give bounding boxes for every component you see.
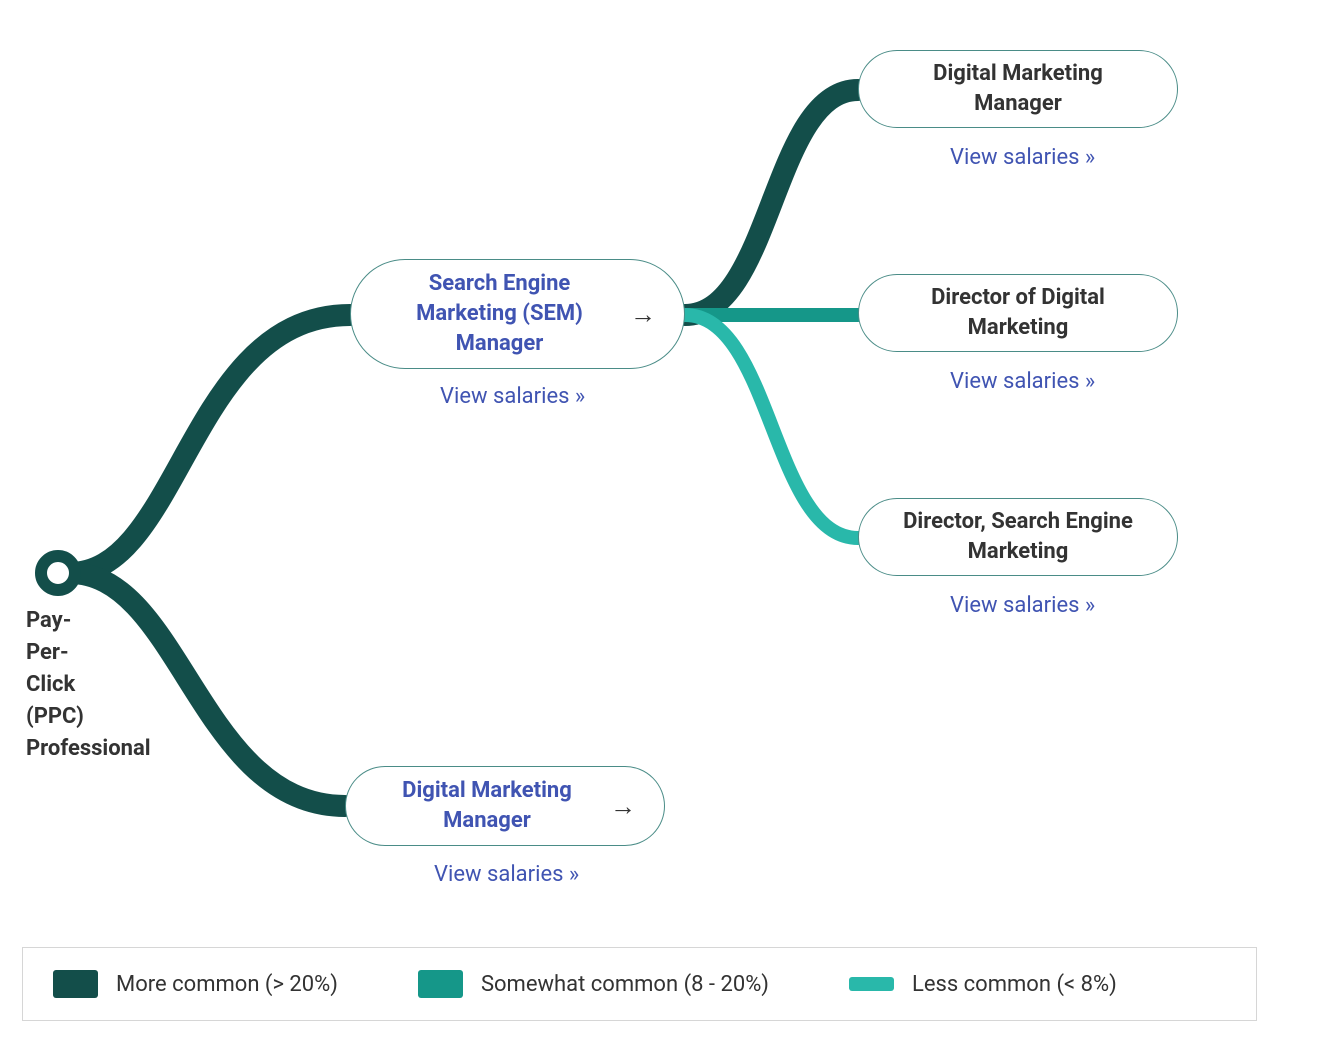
view-salaries-link-dm-manager-top[interactable]: View salaries » bbox=[950, 145, 1095, 170]
arrow-right-icon: → bbox=[610, 791, 636, 822]
node-label: Digital Marketing Manager bbox=[374, 776, 600, 835]
view-salaries-link-director-dm[interactable]: View salaries » bbox=[950, 369, 1095, 394]
node-sem-manager[interactable]: Search Engine Marketing (SEM) Manager → bbox=[350, 259, 685, 369]
edge-sem-to-director-sem bbox=[685, 315, 858, 538]
node-director-sem[interactable]: Director, Search Engine Marketing bbox=[858, 498, 1178, 576]
arrow-right-icon: → bbox=[630, 299, 656, 330]
root-circle-icon bbox=[35, 550, 81, 596]
career-path-diagram: Pay-Per-Click(PPC)Professional Search En… bbox=[0, 0, 1344, 1064]
node-label: Director, Search Engine Marketing bbox=[887, 507, 1149, 566]
legend-swatch-icon bbox=[418, 970, 463, 998]
view-salaries-link-director-sem[interactable]: View salaries » bbox=[950, 593, 1095, 618]
edge-sem-to-dm-top bbox=[685, 90, 858, 315]
view-salaries-link-dm-manager-mid[interactable]: View salaries » bbox=[434, 862, 579, 887]
node-dm-manager-mid[interactable]: Digital Marketing Manager → bbox=[345, 766, 665, 846]
legend-label: Less common (< 8%) bbox=[912, 972, 1117, 997]
node-label: Digital Marketing Manager bbox=[887, 59, 1149, 118]
root-node bbox=[35, 550, 81, 596]
node-director-dm[interactable]: Director of Digital Marketing bbox=[858, 274, 1178, 352]
node-label: Director of Digital Marketing bbox=[887, 283, 1149, 342]
legend-item-1: Somewhat common (8 - 20%) bbox=[418, 970, 769, 998]
node-dm-manager-top[interactable]: Digital Marketing Manager bbox=[858, 50, 1178, 128]
legend-swatch-icon bbox=[849, 977, 894, 991]
legend-label: Somewhat common (8 - 20%) bbox=[481, 972, 769, 997]
legend-label: More common (> 20%) bbox=[116, 972, 338, 997]
root-label: Pay-Per-Click(PPC)Professional bbox=[26, 605, 151, 764]
legend-swatch-icon bbox=[53, 970, 98, 998]
node-label: Search Engine Marketing (SEM) Manager bbox=[379, 269, 620, 358]
view-salaries-link-sem-manager[interactable]: View salaries » bbox=[440, 384, 585, 409]
edge-root-to-sem bbox=[70, 315, 350, 573]
legend: More common (> 20%) Somewhat common (8 - … bbox=[22, 947, 1257, 1021]
legend-item-2: Less common (< 8%) bbox=[849, 972, 1117, 997]
legend-item-0: More common (> 20%) bbox=[53, 970, 338, 998]
